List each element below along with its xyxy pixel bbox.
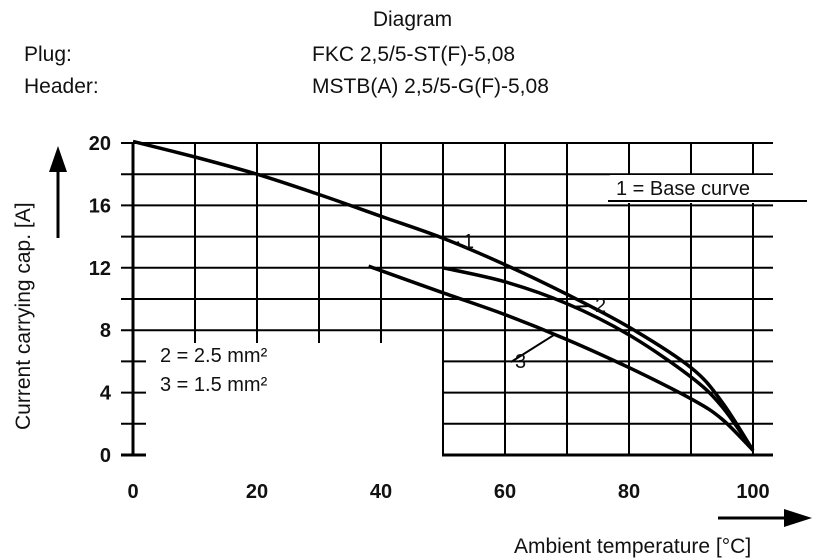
chart-title: Diagram <box>372 8 453 31</box>
x-tick-label: 40 <box>370 481 392 503</box>
x-tick-label: 0 <box>127 481 138 503</box>
x-tick-label: 100 <box>736 481 769 503</box>
y-tick-label: 12 <box>89 258 111 280</box>
legend-item-3: 3 = 1.5 mm² <box>160 374 268 396</box>
plug-label: Plug: <box>24 43 72 66</box>
series-label-1: 1 <box>463 231 474 253</box>
chart-series: 1 2 3 <box>132 139 755 452</box>
y-axis-arrow <box>49 146 67 238</box>
series-leader-1 <box>455 241 460 245</box>
series-line-3 <box>368 264 755 452</box>
y-tick-label: 0 <box>100 445 111 467</box>
header-value: MSTB(A) 2,5/5-G(F)-5,08 <box>312 75 549 98</box>
series-leader-2 <box>573 305 592 308</box>
legend-item-2: 2 = 2.5 mm² <box>160 345 268 367</box>
base-curve-label-bg <box>610 175 805 203</box>
legend-box <box>146 343 442 465</box>
series-label-2: 2 <box>595 295 606 317</box>
y-tick-label: 16 <box>89 195 111 217</box>
series-leader-3 <box>510 333 556 363</box>
x-tick-label: 20 <box>246 481 268 503</box>
x-axis-arrow <box>718 509 812 527</box>
y-tick-label: 4 <box>100 383 112 405</box>
y-axis-label: Current carrying cap. [A] <box>12 202 35 430</box>
x-axis-label: Ambient temperature [°C] <box>514 535 751 558</box>
series-line-1 <box>132 139 755 452</box>
base-curve-label: 1 = Base curve <box>616 178 750 200</box>
series-label-3: 3 <box>515 351 526 373</box>
y-tick-label: 8 <box>100 320 111 342</box>
plug-value: FKC 2,5/5-ST(F)-5,08 <box>312 43 516 66</box>
header-label: Header: <box>24 75 99 98</box>
x-tick-label: 80 <box>618 481 640 503</box>
series-line-2 <box>442 266 755 452</box>
x-tick-label: 60 <box>494 481 516 503</box>
y-tick-label: 20 <box>89 133 111 155</box>
